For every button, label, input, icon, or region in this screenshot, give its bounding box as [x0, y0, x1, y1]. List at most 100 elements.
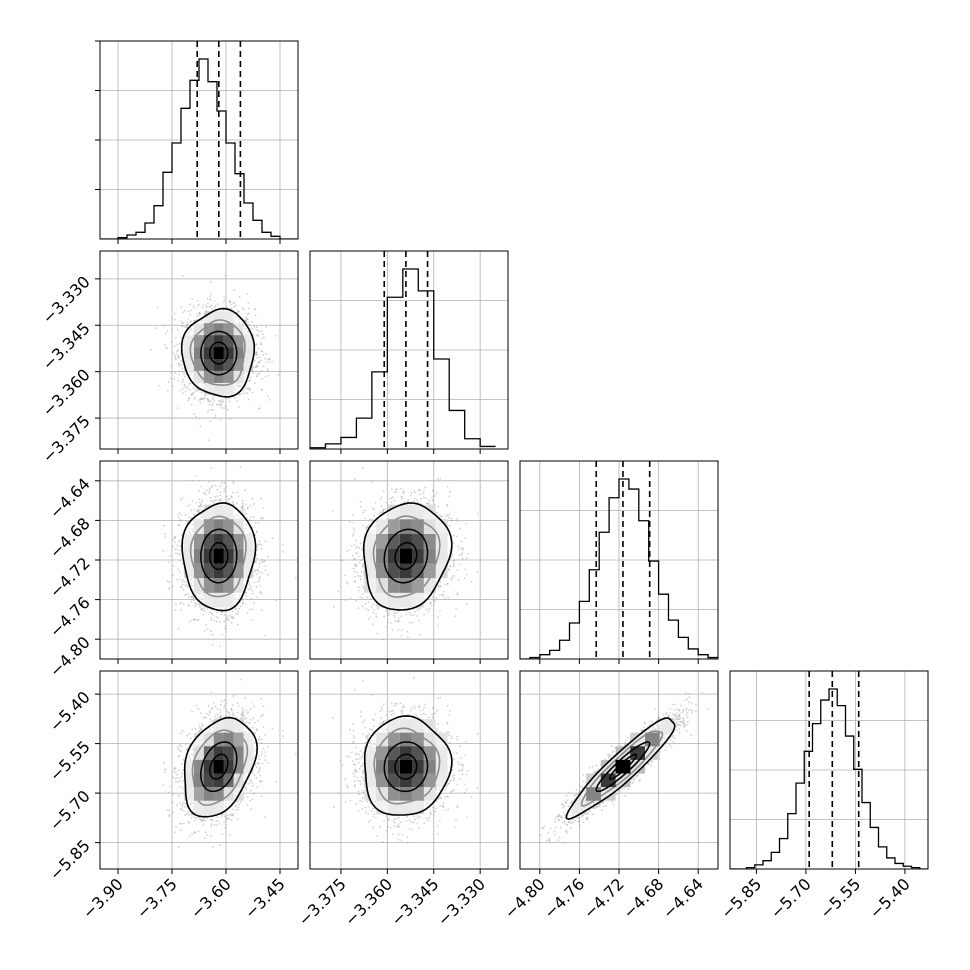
- sample-point: [253, 359, 256, 361]
- sample-point: [219, 485, 222, 488]
- sample-point: [183, 384, 186, 387]
- sample-point: [232, 482, 235, 484]
- histogram-step: [730, 688, 928, 869]
- sample-point: [180, 363, 183, 366]
- sample-point: [190, 509, 193, 512]
- sample-point: [266, 573, 269, 576]
- sample-point: [199, 398, 202, 401]
- sample-point: [177, 349, 180, 352]
- sample-point: [231, 616, 233, 618]
- sample-point: [165, 347, 168, 349]
- sample-point: [255, 531, 258, 534]
- sample-point: [248, 387, 251, 390]
- sample-point: [261, 350, 263, 353]
- sample-point: [212, 396, 214, 399]
- sample-point: [175, 336, 177, 339]
- sample-point: [208, 400, 211, 403]
- histogram-step: [520, 478, 718, 659]
- sample-point: [170, 365, 173, 368]
- sample-point: [198, 303, 201, 306]
- sample-point: [178, 524, 181, 526]
- sample-point: [219, 404, 221, 407]
- sample-point: [180, 609, 182, 611]
- sample-point: [197, 388, 200, 391]
- density-cell: [233, 359, 244, 371]
- sample-point: [260, 343, 263, 346]
- sample-point: [264, 375, 267, 378]
- sample-point: [174, 372, 176, 374]
- sample-point: [233, 289, 236, 291]
- sample-point: [194, 396, 196, 399]
- sample-point: [255, 375, 258, 378]
- sample-point: [262, 336, 265, 339]
- sample-point: [192, 386, 195, 389]
- sample-point: [231, 491, 234, 494]
- panel-frame: [729, 670, 929, 870]
- sample-point: [211, 499, 214, 502]
- sample-point: [172, 585, 174, 588]
- sample-point: [187, 399, 190, 402]
- sample-point: [192, 595, 194, 598]
- sample-point: [215, 499, 217, 501]
- sample-point: [255, 351, 257, 354]
- sample-point: [188, 504, 191, 506]
- sample-point: [209, 499, 212, 502]
- sample-point: [191, 500, 194, 502]
- sample-point: [268, 361, 271, 364]
- sample-point: [229, 303, 232, 306]
- sample-point: [231, 497, 233, 499]
- sample-point: [261, 558, 263, 561]
- sample-point: [178, 549, 181, 552]
- sample-point: [173, 536, 176, 539]
- sample-point: [249, 327, 252, 330]
- sample-point: [176, 350, 179, 353]
- sample-point: [181, 367, 184, 370]
- sample-point: [186, 586, 189, 589]
- sample-point: [185, 520, 188, 523]
- density-cell: [203, 335, 214, 348]
- sample-point: [232, 302, 235, 304]
- sample-point: [181, 371, 184, 374]
- sample-point: [187, 310, 190, 313]
- sample-point: [224, 627, 227, 630]
- sample-point: [246, 392, 249, 394]
- sample-point: [236, 623, 239, 626]
- sample-point: [163, 343, 166, 346]
- sample-point: [224, 274, 227, 277]
- sample-point: [249, 389, 252, 391]
- sample-point: [241, 505, 244, 508]
- sample-point: [209, 306, 212, 309]
- sample-point: [176, 544, 179, 547]
- density-frame-2-1: [95, 250, 299, 454]
- sample-point: [264, 569, 266, 572]
- sample-point: [172, 564, 175, 567]
- sample-point: [167, 561, 170, 563]
- sample-point: [192, 304, 195, 307]
- sample-point: [256, 557, 258, 560]
- sample-point: [178, 540, 180, 542]
- sample-point: [255, 530, 258, 532]
- sample-point: [176, 329, 179, 331]
- sample-point: [242, 504, 245, 507]
- sample-point: [260, 561, 263, 564]
- sample-point: [170, 371, 173, 374]
- sample-point: [234, 397, 237, 399]
- sample-point: [225, 624, 227, 627]
- sample-point: [254, 522, 257, 524]
- sample-point: [262, 365, 265, 368]
- sample-point: [178, 512, 181, 514]
- sample-point: [198, 498, 201, 501]
- sample-point: [171, 574, 174, 577]
- sample-point: [220, 402, 223, 405]
- sample-point: [242, 511, 245, 514]
- sample-point: [196, 305, 199, 307]
- sample-point: [199, 504, 202, 506]
- sample-point: [265, 352, 268, 355]
- sample-point: [210, 409, 213, 411]
- sample-point: [193, 398, 196, 400]
- sample-point: [179, 559, 181, 562]
- sample-point: [245, 319, 247, 322]
- sample-point: [174, 548, 177, 551]
- sample-point: [256, 372, 259, 375]
- sample-point: [199, 505, 202, 508]
